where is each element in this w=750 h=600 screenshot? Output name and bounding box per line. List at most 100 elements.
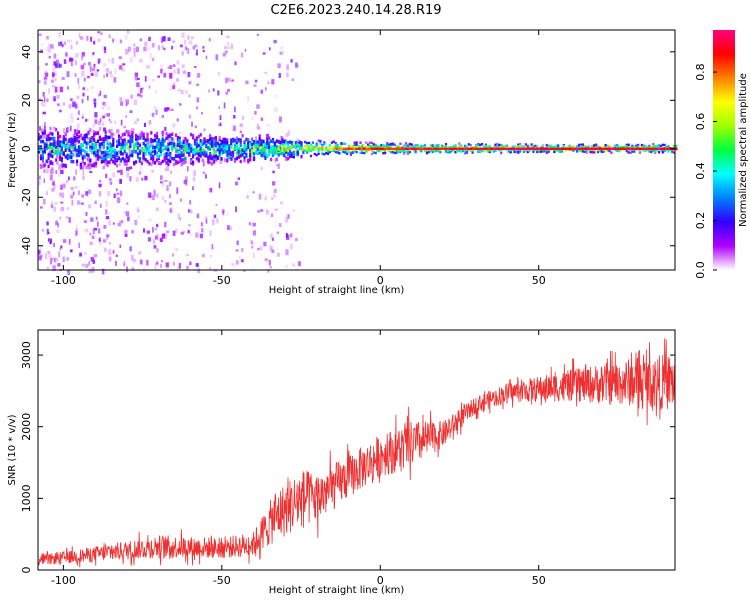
spectrogram-noise-cell [136,206,140,213]
spectrogram-peak-cell [629,147,632,150]
spectrogram-band-cell [57,135,60,139]
spectrogram-band-cell [159,161,162,166]
spectrogram-band-cell [161,137,164,141]
spectrogram-peak-cell [517,147,521,150]
spectrogram-noise-cell [51,201,53,208]
spectrogram-band-cell [273,150,276,155]
spectrogram-noise-cell [109,181,112,185]
spectrogram-noise-cell [280,46,284,50]
spectrogram-noise-cell [74,152,77,157]
spectrogram-noise-cell [256,104,260,109]
spectrogram-peak-cell [652,147,655,150]
spectrogram-band-cell [408,145,411,149]
spectrogram-noise-cell [66,257,70,261]
spectrogram-noise-cell [46,46,50,52]
y-tick-label: -20 [20,188,33,206]
spectrogram-band-cell [509,148,512,152]
spectrogram-noise-cell [106,67,109,73]
spectrogram-band-cell [74,131,77,135]
spectrogram-band-cell [154,151,157,156]
spectrogram-band-cell [123,147,126,151]
spectrogram-peak-cell [355,147,359,150]
spectrogram-peak-cell [467,147,470,150]
spectrogram-band-cell [144,143,147,148]
spectrogram-peak-cell [375,147,379,150]
spectrogram-band-cell [281,142,284,147]
spectrogram-band-cell [38,145,41,149]
spectrogram-band-cell [264,141,267,146]
spectrogram-peak-cell [365,147,369,150]
spectrogram-band-cell [123,150,126,154]
spectrogram-band-cell [650,149,653,152]
spectrogram-band-cell [266,154,269,158]
spectrogram-band-cell [106,163,109,168]
spectrogram-noise-cell [53,126,56,130]
spectrogram-noise-cell [113,193,116,199]
spectrogram-band-cell [188,151,191,156]
spectrogram-peak-cell [408,147,412,150]
spectrogram-band-cell [262,152,265,156]
spectrogram-band-cell [237,155,240,159]
spectrogram-band-cell [633,145,636,149]
spectrogram-noise-cell [244,49,247,52]
spectrogram-band-cell [232,150,235,154]
spectrogram-band-cell [306,145,309,148]
spectrogram-band-cell [292,144,295,149]
spectrogram-noise-cell [129,166,133,170]
spectrogram-band-cell [58,134,62,139]
spectrogram-peak-cell [386,147,389,150]
spectrogram-noise-cell [97,38,101,43]
spectrogram-band-cell [129,135,132,139]
spectrogram-band-cell [530,143,533,146]
spectrogram-noise-cell [41,43,44,46]
spectrogram-band-cell [47,137,50,141]
spectrogram-noise-cell [104,247,107,253]
spectrogram-noise-cell [50,257,54,261]
spectrogram-noise-cell [246,195,249,199]
spectrogram-noise-cell [280,201,284,205]
spectrogram-band-cell [57,151,60,155]
spectrogram-noise-cell [59,86,64,93]
spectrogram-band-cell [51,145,54,150]
spectrogram-noise-cell [218,182,221,189]
spectrogram-band-cell [60,151,63,155]
spectrogram-noise-cell [76,224,78,230]
spectrogram-band-cell [245,137,248,142]
spectrogram-noise-cell [219,158,223,164]
spectrogram-noise-cell [74,60,77,66]
spectrogram-band-cell [117,142,121,146]
spectrogram-noise-cell [47,250,51,254]
spectrogram-band-cell [226,153,229,158]
spectrogram-band-cell [287,141,290,145]
spectrogram-band-cell [171,137,174,141]
spectrogram-band-cell [302,150,305,153]
spectrogram-band-cell [302,151,305,155]
spectrogram-band-cell [367,143,370,146]
spectrogram-band-cell [422,145,425,148]
spectrogram-peak-cell [444,147,447,150]
spectrogram-band-cell [41,152,44,157]
spectrogram-band-cell [93,142,96,146]
spectrogram-noise-cell [65,52,68,57]
spectrogram-noise-cell [129,110,133,113]
spectrogram-peak-cell [454,147,457,150]
spectrogram-band-cell [270,146,273,150]
spectrogram-noise-cell [235,249,239,252]
spectrogram-band-cell [441,146,444,149]
spectrogram-band-cell [292,155,295,159]
spectrogram-noise-cell [76,123,80,130]
spectrogram-band-cell [127,139,130,144]
spectrogram-band-cell [220,148,223,152]
spectrogram-band-cell [102,140,105,144]
spectrogram-band-cell [515,146,518,149]
spectrogram-band-cell [397,150,400,153]
spectrogram-noise-cell [188,209,191,213]
spectrogram-noise-cell [38,180,41,186]
spectrogram-band-cell [486,146,489,149]
figure-title: C2E6.2023.240.14.28.R19 [270,3,441,18]
spectrogram-noise-cell [158,45,160,51]
spectrogram-noise-cell [133,258,137,263]
spectrogram-noise-cell [192,45,196,50]
spectrogram-peak-cell [545,147,549,150]
spectrogram-band-cell [500,149,503,152]
